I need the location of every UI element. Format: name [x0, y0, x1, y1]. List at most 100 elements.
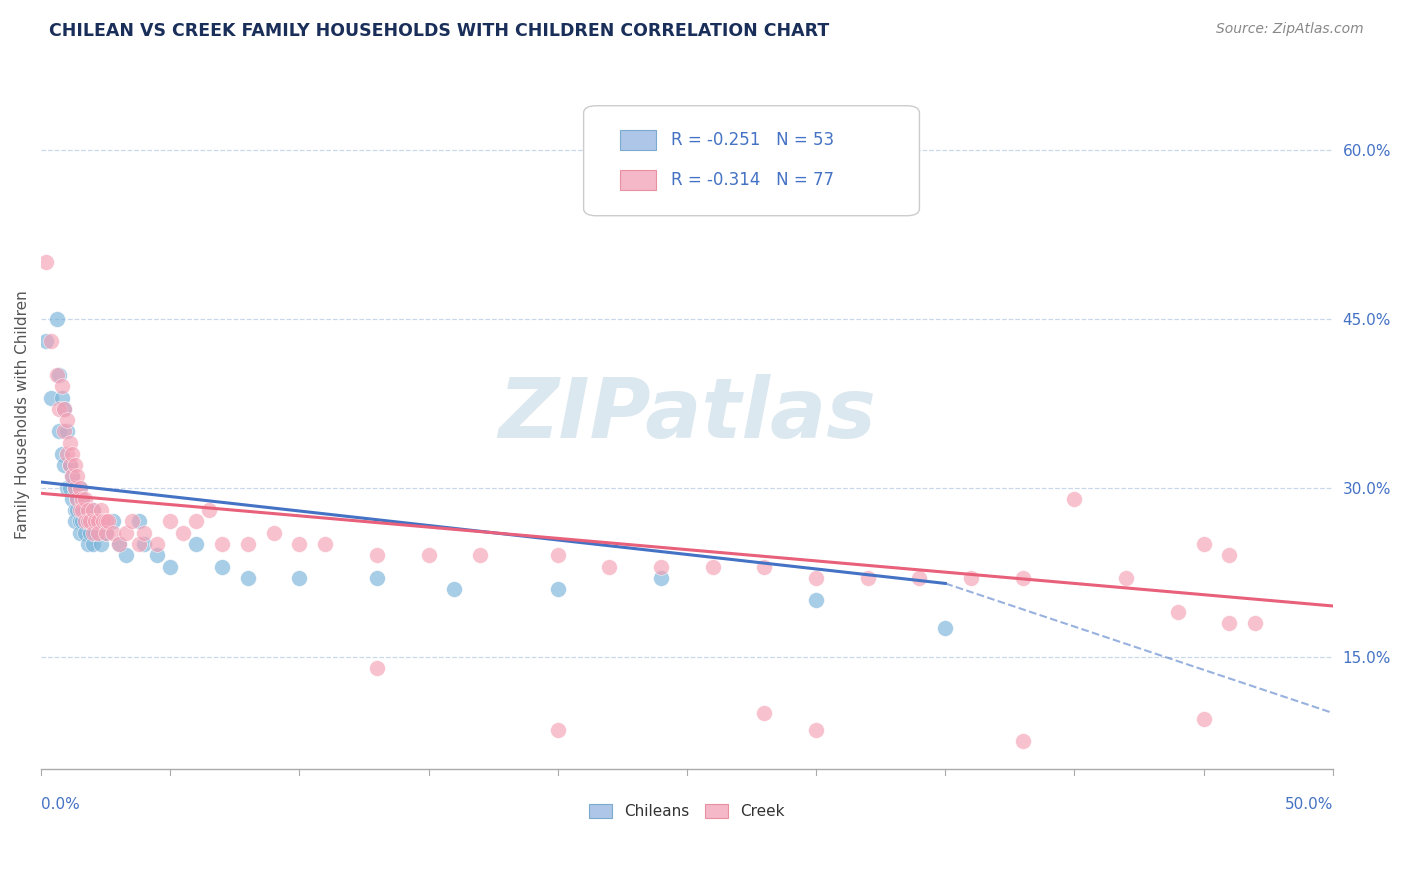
Point: [69, 525, 91, 540]
Point: [115, 548, 138, 562]
Point: [66, 469, 89, 483]
Point: [60, 469, 83, 483]
Point: [146, 548, 169, 562]
Point: [856, 571, 879, 585]
Point: [960, 571, 983, 585]
Point: [1167, 605, 1189, 619]
Point: [91, 515, 114, 529]
Point: [51, 379, 73, 393]
Point: [84, 515, 107, 529]
Point: [103, 525, 125, 540]
Point: [94, 525, 117, 540]
Point: [288, 571, 311, 585]
Point: [35, 255, 58, 269]
Point: [41, 334, 63, 349]
Point: [53, 458, 76, 472]
Point: [115, 525, 138, 540]
Point: [159, 559, 181, 574]
Point: [1218, 548, 1240, 562]
Point: [63, 481, 86, 495]
Point: [547, 723, 569, 737]
Point: [56, 413, 79, 427]
Point: [128, 537, 150, 551]
Point: [1218, 615, 1240, 630]
Point: [63, 458, 86, 472]
Point: [53, 401, 76, 416]
FancyBboxPatch shape: [583, 106, 920, 216]
Point: [366, 661, 388, 675]
Point: [87, 525, 110, 540]
Point: [366, 571, 388, 585]
Point: [598, 559, 620, 574]
Text: R = -0.314   N = 77: R = -0.314 N = 77: [672, 171, 834, 189]
Point: [72, 491, 94, 506]
Point: [79, 525, 101, 540]
Point: [89, 537, 111, 551]
Point: [754, 706, 776, 720]
Point: [89, 503, 111, 517]
Point: [73, 525, 96, 540]
Point: [48, 368, 70, 382]
Point: [76, 537, 98, 551]
Point: [87, 515, 110, 529]
Point: [198, 503, 221, 517]
Point: [82, 503, 104, 517]
Point: [1244, 615, 1267, 630]
Point: [56, 425, 79, 439]
Point: [73, 515, 96, 529]
Point: [94, 515, 117, 529]
Point: [66, 491, 89, 506]
Point: [121, 515, 143, 529]
Point: [58, 481, 80, 495]
Point: [172, 525, 194, 540]
Text: CHILEAN VS CREEK FAMILY HOUSEHOLDS WITH CHILDREN CORRELATION CHART: CHILEAN VS CREEK FAMILY HOUSEHOLDS WITH …: [49, 22, 830, 40]
Point: [53, 401, 76, 416]
Point: [1011, 734, 1033, 748]
Point: [107, 537, 129, 551]
Y-axis label: Family Households with Children: Family Households with Children: [15, 290, 30, 539]
Point: [58, 458, 80, 472]
Point: [56, 447, 79, 461]
Point: [69, 481, 91, 495]
Legend: Chileans, Creek: Chileans, Creek: [583, 798, 790, 825]
Point: [51, 391, 73, 405]
Point: [82, 503, 104, 517]
Text: Source: ZipAtlas.com: Source: ZipAtlas.com: [1216, 22, 1364, 37]
Point: [1115, 571, 1137, 585]
Point: [76, 515, 98, 529]
Point: [263, 525, 285, 540]
Point: [366, 548, 388, 562]
Point: [650, 559, 672, 574]
Point: [76, 515, 98, 529]
Point: [82, 525, 104, 540]
Point: [73, 503, 96, 517]
Text: ZIPatlas: ZIPatlas: [498, 374, 876, 455]
Point: [288, 537, 311, 551]
Point: [66, 503, 89, 517]
FancyBboxPatch shape: [620, 130, 657, 150]
Point: [45, 368, 67, 382]
Point: [159, 515, 181, 529]
Point: [58, 435, 80, 450]
Point: [128, 515, 150, 529]
Point: [1192, 712, 1215, 726]
Point: [63, 481, 86, 495]
Point: [63, 515, 86, 529]
Point: [547, 548, 569, 562]
Point: [804, 723, 827, 737]
Point: [60, 447, 83, 461]
Point: [69, 503, 91, 517]
Point: [76, 503, 98, 517]
Point: [60, 491, 83, 506]
Point: [79, 515, 101, 529]
Point: [211, 559, 233, 574]
Point: [804, 593, 827, 607]
Point: [134, 525, 156, 540]
Point: [69, 515, 91, 529]
Point: [35, 334, 58, 349]
Point: [702, 559, 724, 574]
Point: [236, 571, 259, 585]
Point: [58, 458, 80, 472]
Point: [73, 491, 96, 506]
Point: [82, 537, 104, 551]
